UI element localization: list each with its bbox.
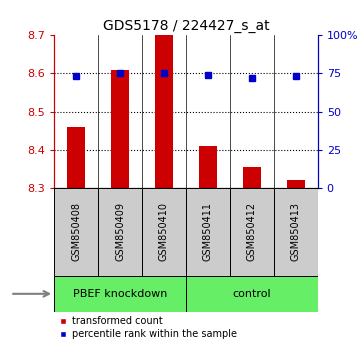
Bar bbox=[186, 188, 230, 276]
Legend: transformed count, percentile rank within the sample: transformed count, percentile rank withi… bbox=[59, 316, 237, 339]
Bar bbox=[54, 276, 186, 312]
Text: GSM850409: GSM850409 bbox=[115, 202, 125, 261]
Text: GSM850408: GSM850408 bbox=[71, 202, 81, 261]
Bar bbox=[142, 188, 186, 276]
Bar bbox=[111, 70, 129, 188]
Bar bbox=[98, 188, 142, 276]
Bar bbox=[199, 146, 217, 188]
Bar bbox=[230, 188, 274, 276]
Text: GSM850411: GSM850411 bbox=[203, 202, 213, 261]
Text: PBEF knockdown: PBEF knockdown bbox=[73, 289, 167, 299]
Bar bbox=[68, 127, 85, 188]
Bar bbox=[287, 180, 305, 188]
Bar bbox=[155, 35, 173, 188]
Text: GSM850410: GSM850410 bbox=[159, 202, 169, 261]
Title: GDS5178 / 224427_s_at: GDS5178 / 224427_s_at bbox=[103, 19, 269, 33]
Text: GSM850413: GSM850413 bbox=[291, 202, 301, 261]
Bar bbox=[274, 188, 318, 276]
Bar bbox=[186, 276, 318, 312]
Bar bbox=[243, 167, 261, 188]
Bar bbox=[54, 188, 98, 276]
Text: GSM850412: GSM850412 bbox=[247, 202, 257, 262]
Text: control: control bbox=[232, 289, 271, 299]
